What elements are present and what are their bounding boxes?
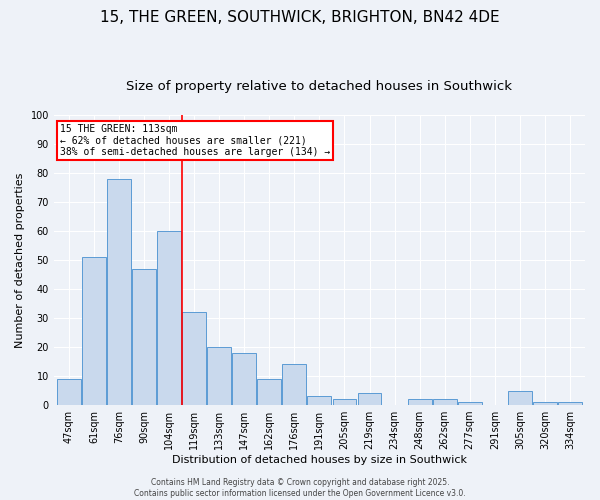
Title: Size of property relative to detached houses in Southwick: Size of property relative to detached ho… <box>127 80 512 93</box>
Bar <box>232 353 256 405</box>
Bar <box>57 379 81 405</box>
Y-axis label: Number of detached properties: Number of detached properties <box>15 172 25 348</box>
Bar <box>157 231 181 405</box>
Bar <box>207 347 231 405</box>
Bar <box>332 400 356 405</box>
Bar <box>358 394 382 405</box>
Text: 15, THE GREEN, SOUTHWICK, BRIGHTON, BN42 4DE: 15, THE GREEN, SOUTHWICK, BRIGHTON, BN42… <box>100 10 500 25</box>
Bar <box>408 400 431 405</box>
Bar <box>283 364 306 405</box>
Text: 15 THE GREEN: 113sqm
← 62% of detached houses are smaller (221)
38% of semi-deta: 15 THE GREEN: 113sqm ← 62% of detached h… <box>60 124 331 157</box>
Bar <box>82 257 106 405</box>
Text: Contains HM Land Registry data © Crown copyright and database right 2025.
Contai: Contains HM Land Registry data © Crown c… <box>134 478 466 498</box>
Bar <box>257 379 281 405</box>
Bar <box>433 400 457 405</box>
Bar <box>107 179 131 405</box>
Bar <box>182 312 206 405</box>
Bar <box>508 390 532 405</box>
Bar <box>307 396 331 405</box>
Bar <box>458 402 482 405</box>
X-axis label: Distribution of detached houses by size in Southwick: Distribution of detached houses by size … <box>172 455 467 465</box>
Bar <box>558 402 582 405</box>
Bar <box>132 268 156 405</box>
Bar <box>533 402 557 405</box>
